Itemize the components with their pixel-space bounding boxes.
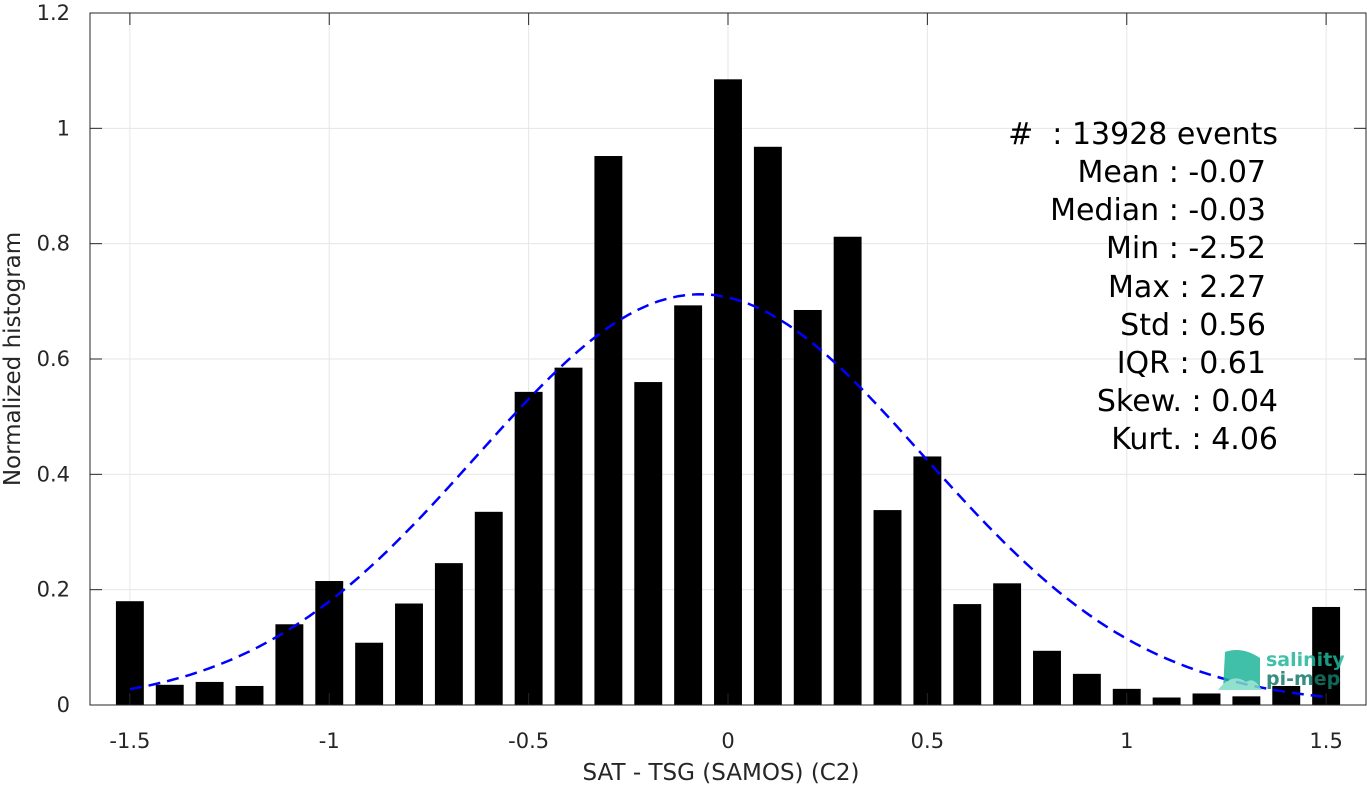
y-tick-labels: 0 0.2 0.4 0.6 0.8 1 1.2 (37, 1, 70, 717)
histogram-bar (993, 583, 1022, 705)
stat-skew: Skew. : 0.04 (1097, 384, 1278, 419)
y-tick-label: 0.6 (37, 347, 70, 371)
histogram-bar (1192, 693, 1221, 705)
statistics-box: # : 13928 events Mean : -0.07 Median : -… (1008, 117, 1278, 457)
histogram-bar (594, 156, 623, 706)
histogram-bar (1072, 673, 1101, 705)
logo-line2: pi-mep (1266, 668, 1340, 690)
x-axis-label: SAT - TSG (SAMOS) (C2) (583, 760, 860, 785)
histogram-bar (155, 684, 184, 705)
y-tick-label: 1.2 (37, 1, 70, 25)
y-tick-label: 0.4 (37, 462, 70, 486)
histogram-bar (395, 603, 423, 705)
histogram-bar (554, 367, 583, 705)
axes-frame (89, 12, 1367, 706)
histogram-bar (1312, 606, 1341, 705)
stat-median: Median : -0.03 (1050, 193, 1266, 228)
histogram-bar (195, 681, 224, 705)
y-tick-label: 1 (57, 116, 70, 140)
histogram-bar (1232, 696, 1261, 705)
x-tick-label: 1 (1120, 729, 1133, 753)
stat-mean: Mean : -0.07 (1077, 155, 1266, 190)
x-tick-label: 0.5 (911, 729, 944, 753)
histogram-bar (474, 511, 503, 705)
histogram-bar (235, 685, 264, 705)
histogram-bar (793, 309, 822, 705)
stat-kurt: Kurt. : 4.06 (1111, 422, 1278, 457)
histogram-bar (315, 581, 344, 705)
histogram-bar (873, 510, 902, 705)
x-tick-label: 1.5 (1309, 729, 1342, 753)
y-tick-label: 0.8 (37, 232, 70, 256)
stat-iqr: IQR : 0.61 (1117, 346, 1266, 381)
logo-line1: salinity (1266, 649, 1345, 671)
logo-wave-icon-light (1218, 678, 1262, 690)
histogram-bar (355, 642, 384, 705)
histogram-bars (115, 79, 1341, 706)
histogram-bar (1033, 650, 1061, 705)
histogram-bar (115, 601, 144, 705)
x-tick-label: -0.5 (508, 729, 549, 753)
histogram-bar (674, 305, 703, 705)
histogram-bar (514, 391, 543, 705)
y-tick-label: 0 (57, 693, 70, 717)
histogram-bar (275, 624, 304, 705)
histogram-bar (634, 382, 663, 705)
histogram-bar (913, 456, 942, 705)
histogram-bar (953, 604, 982, 705)
normal-fit-curve (129, 292, 1327, 699)
y-tick-label: 0.2 (37, 578, 70, 602)
x-tick-labels: -1.5 -1 -0.5 0 0.5 1 1.5 (109, 729, 1342, 753)
histogram-bar (1152, 697, 1181, 705)
x-tick-label: 0 (721, 729, 734, 753)
stat-max: Max : 2.27 (1108, 270, 1266, 305)
y-axis-label: Normalized histogram (0, 232, 26, 486)
histogram-bar (753, 146, 782, 705)
stat-min: Min : -2.52 (1106, 231, 1266, 266)
stat-std: Std : 0.56 (1120, 308, 1266, 343)
histogram-bar (833, 236, 862, 705)
x-tick-label: -1.5 (109, 729, 150, 753)
salinity-pi-mep-logo: salinity pi-mep (1218, 649, 1345, 690)
stat-count: # : 13928 events (1008, 117, 1278, 152)
histogram-bar (714, 79, 742, 706)
histogram-bar (434, 563, 463, 705)
x-tick-label: -1 (319, 729, 340, 753)
